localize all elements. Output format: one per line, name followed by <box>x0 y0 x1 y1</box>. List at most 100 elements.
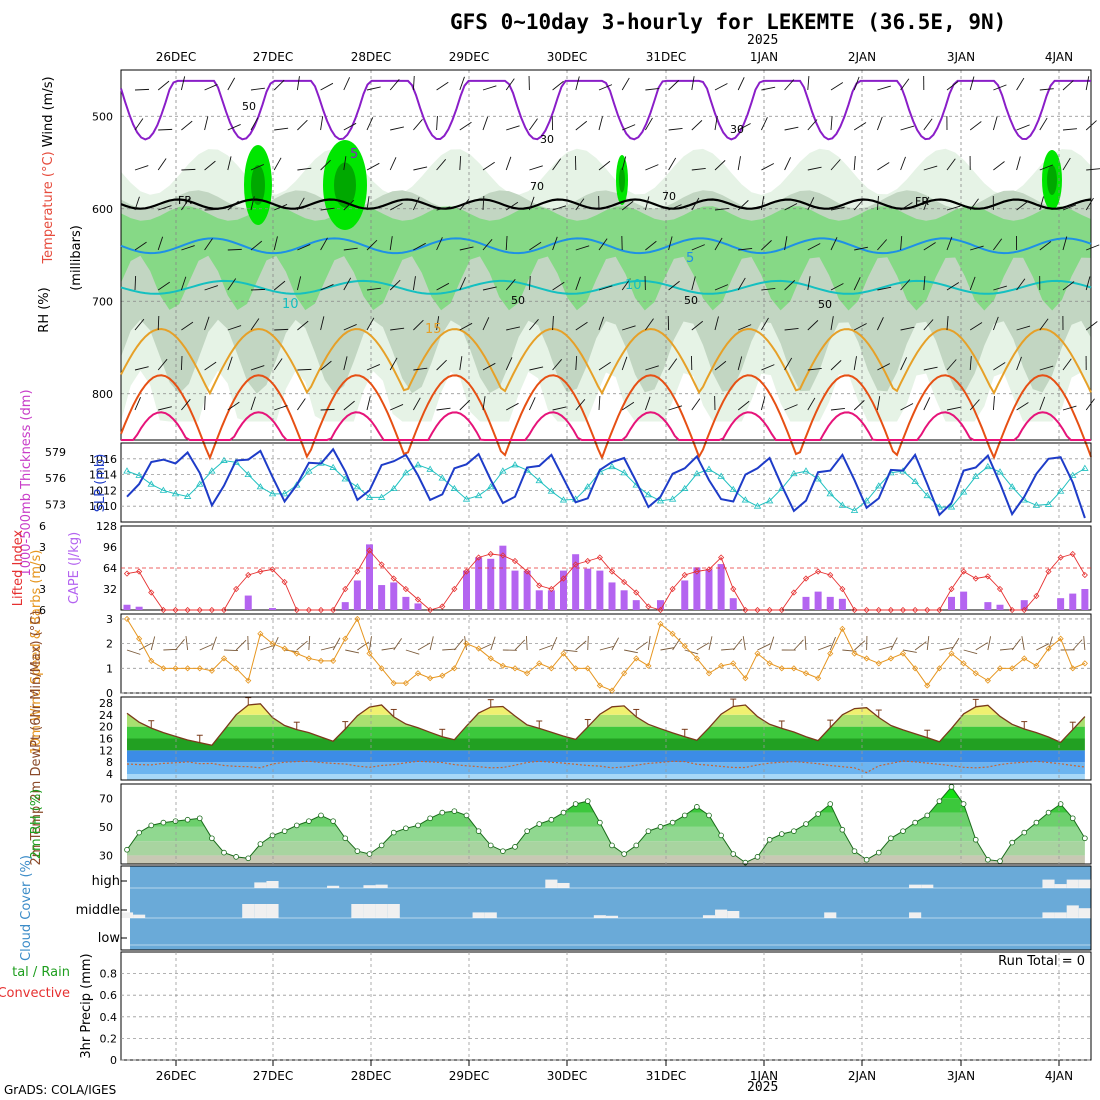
wind10m-marker <box>778 665 785 672</box>
lifted-index-marker <box>948 585 955 593</box>
wind-barb <box>459 155 462 171</box>
wind10m-marker <box>160 665 167 672</box>
wind-barb <box>157 358 168 371</box>
wind-barb <box>505 156 512 171</box>
wind-barb <box>737 123 751 131</box>
cape-bar <box>487 558 495 610</box>
lifted-index-marker <box>633 589 640 596</box>
wind-barb <box>1062 405 1077 411</box>
wind-barb <box>366 162 380 171</box>
cape-tick-label: 96 <box>103 541 117 554</box>
thickness-marker <box>220 456 228 463</box>
cloud-cover-bar <box>266 904 279 918</box>
wind-barb <box>1039 164 1053 171</box>
wind-barb <box>1016 156 1021 171</box>
date-label-top: 31DEC <box>646 50 686 64</box>
wind-barb <box>366 317 375 331</box>
precip-frame <box>120 951 1092 1061</box>
wind-barb <box>1039 396 1046 411</box>
lifted-index-marker <box>936 606 943 614</box>
wind-barb <box>389 79 400 91</box>
rh2m-marker <box>330 818 336 824</box>
temp-band <box>127 726 1085 739</box>
wind-barb <box>320 284 334 291</box>
cape-tick-label: 128 <box>96 520 117 533</box>
wind10m-barb <box>696 642 710 651</box>
axis-labels: Temperature (°C) Wind (m/s) (millibars) RH… <box>0 76 108 1058</box>
wind10m-barb <box>296 640 308 651</box>
wind10m-marker <box>827 650 834 657</box>
wind-barb <box>598 116 603 131</box>
rh2m-marker <box>645 828 652 834</box>
rh2m-marker <box>233 854 239 860</box>
lifted-index-marker <box>742 606 749 614</box>
wind-barb <box>622 124 636 131</box>
wind-barb <box>993 84 1007 91</box>
wind-barb <box>296 76 300 91</box>
wind-barb <box>969 322 983 331</box>
wind-barb <box>157 158 167 171</box>
rh2m-marker <box>536 821 543 827</box>
thickness-marker <box>802 467 810 474</box>
thickness-marker <box>547 487 556 494</box>
wind10m-marker <box>1081 660 1088 667</box>
cloud-tick-label: high <box>92 874 120 889</box>
lifted-index-marker <box>281 578 288 586</box>
wind-barb <box>204 285 219 291</box>
wind-barb <box>273 157 282 171</box>
wind-barb <box>157 80 170 91</box>
wind-barb <box>621 77 630 91</box>
lifted-index-marker <box>766 606 773 614</box>
cape-bar <box>717 564 725 610</box>
lifted-index-marker <box>245 571 252 579</box>
rh-contour-label: 70 <box>662 190 676 203</box>
date-label-bottom: 29DEC <box>449 1069 489 1083</box>
rh2m-marker <box>184 816 191 823</box>
cloud-cover-bar <box>375 904 388 918</box>
wind-barb <box>784 280 796 291</box>
wind-barb <box>366 117 374 131</box>
wind-barb <box>436 115 438 131</box>
cloud-cover-bar <box>727 911 740 918</box>
wind-barb <box>227 200 239 211</box>
rh-dark-blob <box>1047 165 1057 195</box>
wind10m-marker <box>1033 662 1040 669</box>
lifted-index-marker <box>220 606 228 614</box>
rh2m-marker <box>875 849 882 856</box>
wind10m-marker <box>536 660 543 667</box>
wind-barb <box>459 121 472 131</box>
temp2m-tick-label: 24 <box>99 709 113 722</box>
wind-barb <box>297 398 306 411</box>
wind-barb <box>760 396 766 411</box>
wind-barb <box>668 280 680 291</box>
cloud-cover-bar <box>1054 912 1067 918</box>
thickness-line <box>126 460 1086 512</box>
wind10m-marker <box>136 635 143 642</box>
wind-barb <box>227 248 242 251</box>
cloud-cover-bar <box>254 904 267 918</box>
wind10m-marker <box>1069 665 1076 672</box>
cloud-cover-bar <box>1042 912 1055 918</box>
cape-bar <box>620 590 628 610</box>
wind-barb <box>668 204 682 211</box>
wind-barb <box>389 236 393 251</box>
wind-barb <box>714 116 718 131</box>
wind-barb <box>714 237 723 251</box>
wind10m-barb <box>817 644 832 651</box>
upper-air-panel: 500 600 700 800 5 5 10 10 15 50 30 30 50 50 50 70 70 FR FR <box>92 69 1100 461</box>
rh2m-marker <box>657 824 664 830</box>
wind-barb <box>807 119 818 131</box>
wind10m-marker <box>1021 655 1028 662</box>
wind-barb <box>691 276 696 291</box>
wind-barb <box>900 125 915 131</box>
wind10m-marker <box>354 615 361 623</box>
wind-barb <box>784 327 799 331</box>
cloud-cover-bar <box>909 884 922 888</box>
wind10m-barb <box>525 635 528 651</box>
isotherm-minus5 <box>120 79 1091 141</box>
wind10m-barb <box>999 648 1014 651</box>
rh2m-marker <box>948 784 955 790</box>
thickness-marker <box>693 469 701 477</box>
wind10m-marker <box>1009 665 1016 672</box>
pressure-tick-label: 600 <box>92 203 113 216</box>
